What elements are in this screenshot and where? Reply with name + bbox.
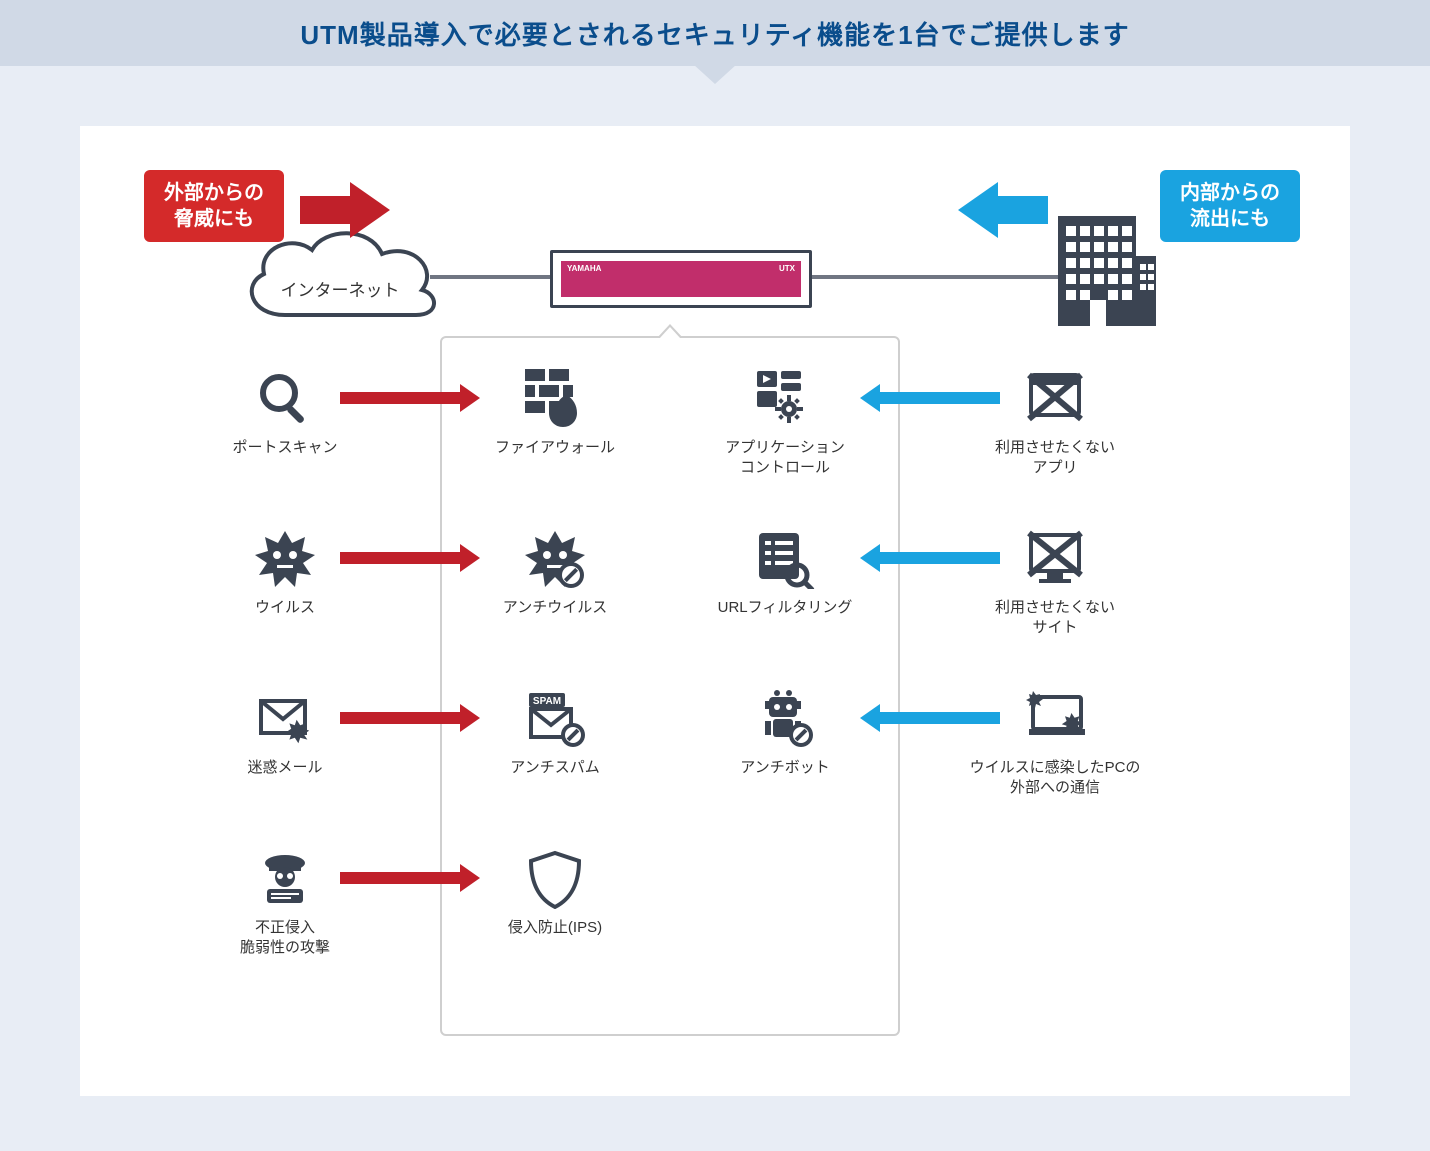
arrow-red-icon xyxy=(340,872,480,884)
page-title: UTM製品導入で必要とされるセキュリティ機能を1台でご提供します xyxy=(300,15,1129,52)
feature-antivirus: アンチウイルス xyxy=(470,526,640,618)
office-building-icon xyxy=(1050,204,1160,334)
device-model: UTX xyxy=(779,264,795,273)
feature-antivirus-icon xyxy=(470,526,640,592)
arrow-red-icon xyxy=(340,552,480,564)
feature-antispam-label: アンチスパム xyxy=(470,758,640,778)
feature-shield-icon xyxy=(470,846,640,912)
arrow-left-icon xyxy=(958,182,1048,238)
arrow-blue-icon xyxy=(860,392,1000,404)
threat-spam-mail: 迷惑メール xyxy=(200,686,370,778)
utm-device: YAMAHA UTX xyxy=(550,250,812,308)
arrow-right-icon xyxy=(300,182,390,238)
arrow-blue-icon xyxy=(860,552,1000,564)
feature-app-control-icon xyxy=(700,366,870,432)
source-infected-pc-label: ウイルスに感染したPCの外部への通信 xyxy=(950,758,1160,797)
feature-shield: 侵入防止(IPS) xyxy=(470,846,640,938)
source-block-site-label: 利用させたくないサイト xyxy=(950,598,1160,637)
source-infected-pc: ウイルスに感染したPCの外部への通信 xyxy=(950,686,1160,797)
arrow-red-icon xyxy=(340,392,480,404)
threat-spam-mail-label: 迷惑メール xyxy=(200,758,370,778)
arrow-red-icon xyxy=(340,712,480,724)
feature-firewall-icon xyxy=(470,366,640,432)
device-brand: YAMAHA xyxy=(567,264,601,273)
badge-line: 流出にも xyxy=(1190,208,1270,230)
feature-antibot: アンチボット xyxy=(700,686,870,778)
connector-line xyxy=(808,275,1058,279)
threat-virus-splat: ウイルス xyxy=(200,526,370,618)
feature-url-filter: URLフィルタリング xyxy=(700,526,870,618)
device-face: YAMAHA UTX xyxy=(561,261,801,297)
feature-antibot-label: アンチボット xyxy=(700,758,870,778)
header-bar: UTM製品導入で必要とされるセキュリティ機能を1台でご提供します xyxy=(0,0,1430,66)
top-row: 外部からの 脅威にも インターネット YAMAHA UTX xyxy=(120,162,1310,342)
threat-hacker-label: 不正侵入脆弱性の攻撃 xyxy=(200,918,370,957)
feature-antivirus-label: アンチウイルス xyxy=(470,598,640,618)
external-threat-badge: 外部からの 脅威にも xyxy=(144,170,284,242)
threat-virus-splat-label: ウイルス xyxy=(200,598,370,618)
feature-url-filter-label: URLフィルタリング xyxy=(700,598,870,618)
threat-hacker: 不正侵入脆弱性の攻撃 xyxy=(200,846,370,957)
threat-magnifier: ポートスキャン xyxy=(200,366,370,458)
feature-firewall-label: ファイアウォール xyxy=(470,438,640,458)
badge-line: 外部からの xyxy=(164,182,264,204)
feature-firewall: ファイアウォール xyxy=(470,366,640,458)
badge-line: 内部からの xyxy=(1180,182,1280,204)
feature-app-control-label: アプリケーションコントロール xyxy=(700,438,870,477)
feature-app-control: アプリケーションコントロール xyxy=(700,366,870,477)
feature-antibot-icon xyxy=(700,686,870,752)
badge-line: 脅威にも xyxy=(174,208,254,230)
feature-url-filter-icon xyxy=(700,526,870,592)
source-block-app-label: 利用させたくないアプリ xyxy=(950,438,1160,477)
arrow-blue-icon xyxy=(860,712,1000,724)
feature-antispam: アンチスパム xyxy=(470,686,640,778)
internal-leak-badge: 内部からの 流出にも xyxy=(1160,170,1300,242)
feature-antispam-icon xyxy=(470,686,640,752)
diagram-panel: 外部からの 脅威にも インターネット YAMAHA UTX xyxy=(80,126,1350,1096)
source-block-app: 利用させたくないアプリ xyxy=(950,366,1160,477)
source-block-site: 利用させたくないサイト xyxy=(950,526,1160,637)
threat-magnifier-label: ポートスキャン xyxy=(200,438,370,458)
feature-shield-label: 侵入防止(IPS) xyxy=(470,918,640,938)
header-pointer-icon xyxy=(693,64,737,84)
cloud-label: インターネット xyxy=(230,276,450,301)
